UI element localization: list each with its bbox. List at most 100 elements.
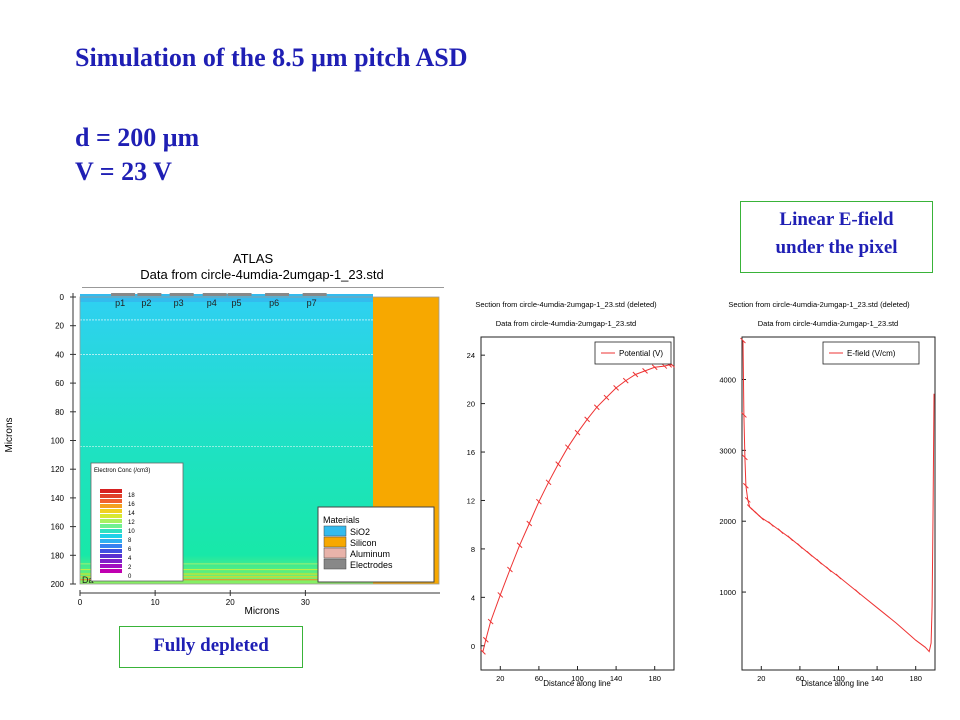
pot-legend-label: Potential (V) (619, 349, 663, 358)
colorbar-band-10 (100, 539, 122, 543)
pot-ytick-20: 20 (467, 400, 475, 409)
pot-series-line (482, 364, 673, 652)
atlas-xlabel: Microns (244, 606, 279, 617)
colorbar-band-5 (100, 514, 122, 518)
pot-ytick-12: 12 (467, 496, 475, 505)
pixel-label-p1: p1 (115, 298, 125, 308)
atlas-ytick-0: 0 (60, 293, 65, 302)
material-label-2: Aluminum (350, 549, 390, 559)
colorbar-title: Electron Conc (/cm3) (94, 468, 150, 474)
colorbar-band-8 (100, 529, 122, 533)
electrode-p2 (137, 293, 162, 296)
electrode-p3 (169, 293, 194, 296)
atlas-xtick-20: 20 (226, 598, 235, 607)
ef-point-1 (741, 412, 747, 418)
pot-subtitle: Data from circle-4umdia-2umgap-1_23.std (496, 319, 636, 328)
efield-plot-area: 1000 2000 3000 4000 20 60 100 140 180 E-field (V/… (719, 336, 936, 683)
pixel-label-p4: p4 (207, 298, 217, 308)
ef-xtick-60: 60 (796, 674, 804, 683)
atlas-subtitle: Data from circle-4umdia-2umgap-1_23.std (140, 267, 384, 282)
ef-xtick-20: 20 (757, 674, 765, 683)
ef-point-16 (835, 573, 842, 580)
atlas-ytick-40: 40 (55, 350, 64, 359)
colorbar-band-9 (100, 534, 122, 538)
ef-title: Section from circle-4umdia-2umgap-1_23.s… (728, 300, 910, 309)
note-fully-depleted: Fully depleted (119, 626, 303, 668)
pixel-label-p2: p2 (141, 298, 151, 308)
ef-legend-box (822, 341, 920, 365)
atlas-device-plot: ATLAS Data from circle-4umdia-2umgap-1_2… (4, 251, 444, 617)
colorbar-tick-8: 8 (128, 538, 132, 544)
atlas-plot-frame (79, 296, 440, 585)
pot-point-5 (516, 542, 523, 549)
atlas-ytick-180: 180 (51, 551, 65, 560)
ef-point-15 (825, 566, 832, 573)
pot-xtick-20: 20 (496, 674, 504, 683)
material-label-0: SiO2 (350, 527, 370, 537)
pot-ytick-4: 4 (471, 593, 475, 602)
material-swatch-2 (323, 547, 347, 559)
pot-legend-box (594, 341, 672, 365)
colorbar-tick-18: 18 (128, 493, 135, 499)
atlas-ytick-200: 200 (51, 580, 65, 589)
pot-point-7 (536, 498, 542, 505)
note-linear-line2: under the pixel (775, 237, 898, 258)
ef-plot-frame (741, 336, 936, 671)
slide-title: Simulation of the 8.5 μm pitch ASD (75, 43, 468, 72)
oxide-layer (80, 294, 373, 302)
ef-ytick-1000: 1000 (719, 588, 736, 597)
pixel-label-p5: p5 (232, 298, 242, 308)
pot-point-4 (507, 566, 513, 573)
pot-ytick-16: 16 (467, 448, 475, 457)
ef-point-0 (740, 337, 746, 344)
colorbar-band-7 (100, 524, 122, 528)
pot-point-18 (642, 368, 648, 374)
colorbar-band-2 (100, 499, 122, 503)
pot-ytick-8: 8 (471, 545, 475, 554)
param-thickness: d = 200 μm (75, 123, 200, 152)
colorbar-band-1 (100, 494, 122, 498)
pixel-label-p3: p3 (174, 298, 184, 308)
atlas-xtick-10: 10 (151, 598, 160, 607)
potential-plot-area: 0 4 8 12 16 20 24 20 60 100 140 180 Potential (V) (467, 336, 675, 683)
material-label-3: Electrodes (350, 560, 393, 570)
pot-point-16 (622, 377, 629, 384)
pot-ytick-24: 24 (467, 351, 475, 360)
pot-point-2 (487, 618, 494, 625)
pot-xtick-60: 60 (535, 674, 543, 683)
colorbar-tick-0: 0 (128, 574, 132, 580)
colorbar-band-13 (100, 554, 122, 558)
ef-ytick-4000: 4000 (719, 376, 736, 385)
atlas-title-underline (82, 287, 444, 288)
ef-point-8 (758, 514, 765, 521)
atlas-ylabel: Microns (4, 417, 15, 452)
colorbar-band-3 (100, 504, 122, 508)
pot-xtick-180: 180 (648, 674, 661, 683)
colorbar-band-4 (100, 509, 122, 513)
pot-point-10 (564, 444, 571, 451)
ef-point-17 (854, 589, 861, 595)
pixel-label-p6: p6 (269, 298, 279, 308)
electrode-p1 (111, 293, 136, 296)
pot-point-15 (613, 385, 619, 391)
electrode-p5 (227, 293, 252, 296)
ef-point-3 (743, 482, 749, 489)
ef-point-9 (768, 521, 774, 527)
ef-point-4 (744, 497, 751, 503)
atlas-xtick-30: 30 (301, 598, 310, 607)
ef-xlabel: Distance along line (801, 679, 869, 688)
pot-point-14 (603, 394, 610, 401)
note-linear-line1: Linear E-field (779, 209, 894, 230)
materials-legend-title: Materials (323, 515, 360, 525)
ef-ytick-3000: 3000 (719, 446, 736, 455)
pot-xtick-100: 100 (571, 674, 584, 683)
ef-point-11 (787, 535, 794, 542)
atlas-ytick-60: 60 (55, 379, 64, 388)
pot-point-9 (555, 461, 562, 467)
pot-point-19 (651, 364, 658, 371)
pot-xlabel: Distance along line (543, 679, 611, 688)
ef-point-12 (797, 543, 803, 549)
pot-point-8 (545, 479, 552, 486)
atlas-corner-text: Da (82, 575, 94, 585)
ef-xtick-140: 140 (871, 674, 884, 683)
